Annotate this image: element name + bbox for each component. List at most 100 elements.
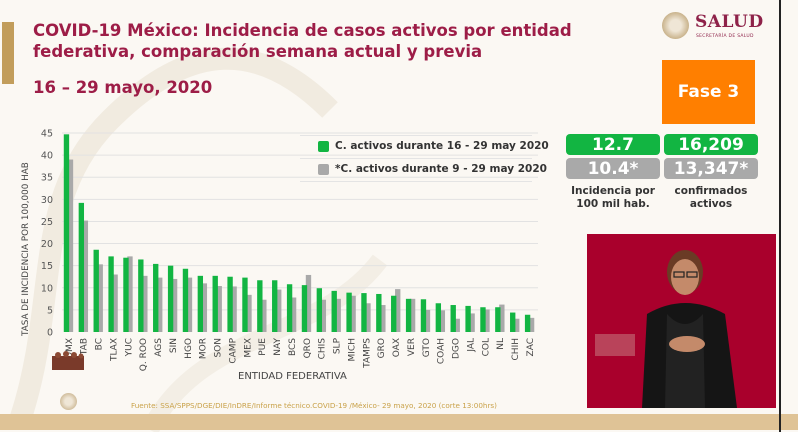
y-tick-label: 5	[47, 305, 53, 316]
bar-previous	[335, 298, 341, 332]
interpreter-figure	[595, 250, 737, 408]
legend-divider	[300, 181, 532, 182]
x-tick-label: SIN	[169, 338, 179, 353]
accent-bar	[2, 22, 14, 84]
salud-logo: SALUD SECRETARÍA DE SALUD	[662, 10, 764, 44]
bar-previous	[97, 264, 103, 332]
bar-previous	[380, 305, 386, 332]
legend-label-previous: *C. activos durante 9 - 29 may 2020	[335, 163, 547, 175]
logo-subtext: SECRETARÍA DE SALUD	[696, 34, 754, 39]
bar-current	[272, 280, 278, 332]
bar-previous	[484, 309, 490, 332]
bar-previous	[469, 313, 475, 332]
bar-previous	[201, 283, 208, 332]
legend-swatch-current	[318, 140, 329, 152]
bar-previous	[395, 289, 401, 332]
active-label-line1: confirmados	[674, 185, 748, 197]
phase-badge: Fase 3	[662, 60, 755, 124]
bar-previous	[454, 318, 460, 332]
bar-current	[331, 290, 337, 332]
bar-current	[242, 277, 248, 332]
bar-previous	[171, 278, 178, 332]
bar-previous	[439, 310, 446, 332]
bar-previous	[127, 256, 133, 332]
x-tick-label: Q. ROO	[139, 338, 149, 371]
x-axis-title: ENTIDAD FEDERATIVA	[238, 371, 347, 382]
page-title: COVID-19 México: Incidencia de casos act…	[33, 21, 572, 61]
y-axis-label: TASA DE INCIDENCIA POR 100,000 HAB	[21, 162, 31, 336]
x-tick-label: GTO	[422, 338, 432, 357]
x-tick-label: SON	[214, 338, 224, 358]
bar-current	[301, 285, 308, 332]
logo-text: SALUD	[695, 12, 764, 32]
y-tick-label: 10	[41, 283, 53, 294]
y-tick-label: 15	[41, 261, 53, 272]
x-tick-label: GRO	[377, 338, 387, 358]
active-current: 16,209	[664, 134, 758, 155]
bar-previous	[157, 277, 163, 332]
active-label: confirmados activos	[660, 185, 762, 211]
bar-current	[376, 293, 382, 332]
heroes-logo	[52, 351, 84, 370]
bar-current	[138, 259, 144, 332]
bar-current	[465, 305, 471, 332]
x-tick-label: COL	[481, 338, 491, 356]
x-tick-label: CHIH	[511, 338, 521, 360]
bar-previous	[320, 299, 327, 332]
incidence-previous: 10.4*	[566, 158, 660, 179]
x-tick-label: PUE	[258, 338, 268, 356]
legend-item-current: C. activos durante 16 - 29 may 2020	[318, 140, 549, 152]
bar-current	[63, 134, 70, 332]
bar-previous	[305, 274, 312, 332]
y-tick-label: 25	[41, 217, 53, 228]
x-tick-label: NAY	[273, 338, 283, 356]
active-label-line2: activos	[689, 198, 733, 210]
bar-previous	[290, 297, 297, 332]
x-tick-label: YUC	[124, 338, 134, 357]
legend-item-previous: *C. activos durante 9 - 29 may 2020	[318, 163, 547, 175]
y-tick-label: 30	[41, 195, 53, 206]
bar-previous	[186, 277, 193, 332]
bar-current	[167, 265, 174, 332]
bar-current	[78, 202, 85, 332]
bar-previous	[231, 286, 237, 332]
bar-current	[346, 292, 352, 332]
y-axis-title: TASA DE INCIDENCIA POR 100,000 HAB	[21, 162, 31, 336]
x-tick-label: BC	[95, 338, 105, 350]
x-tick-label: SLP	[333, 337, 343, 354]
bar-current	[450, 305, 456, 332]
bar-previous	[142, 275, 148, 332]
x-tick-label: DGO	[452, 338, 462, 359]
bar-current	[420, 299, 427, 332]
legend-divider	[300, 158, 532, 159]
bar-current	[510, 312, 516, 332]
incidence-label: Incidencia por 100 mil hab.	[562, 185, 664, 211]
x-tick-label: MICH	[347, 338, 357, 361]
seal-icon	[60, 393, 77, 410]
x-tick-label: OAX	[392, 338, 402, 357]
date-range: 16 – 29 mayo, 2020	[33, 78, 213, 97]
bar-current	[212, 275, 218, 332]
x-tick-label: MEX	[243, 338, 253, 358]
x-tick-label: MOR	[199, 338, 209, 359]
x-tick-label: NL	[496, 338, 506, 350]
x-tick-label: ZAC	[526, 338, 536, 356]
seal-icon	[662, 12, 689, 39]
x-tick-label: VER	[407, 338, 417, 356]
bar-previous	[112, 274, 118, 332]
x-tick-label: AGS	[154, 338, 164, 357]
bar-previous	[499, 304, 505, 332]
bar-current	[182, 268, 189, 332]
incidence-label-line2: 100 mil hab.	[576, 198, 650, 210]
bar-current	[197, 275, 204, 332]
x-tick-label: CAMP	[228, 337, 238, 363]
frame-edge	[779, 0, 781, 432]
legend-swatch-previous	[318, 163, 329, 175]
bar-previous	[216, 286, 222, 332]
y-tick-label: 45	[41, 129, 53, 140]
x-tick-label: TLAX	[109, 338, 119, 362]
bar-current	[286, 284, 293, 332]
active-previous: 13,347*	[664, 158, 758, 179]
bar-current	[153, 263, 159, 332]
bar-current	[257, 280, 263, 332]
